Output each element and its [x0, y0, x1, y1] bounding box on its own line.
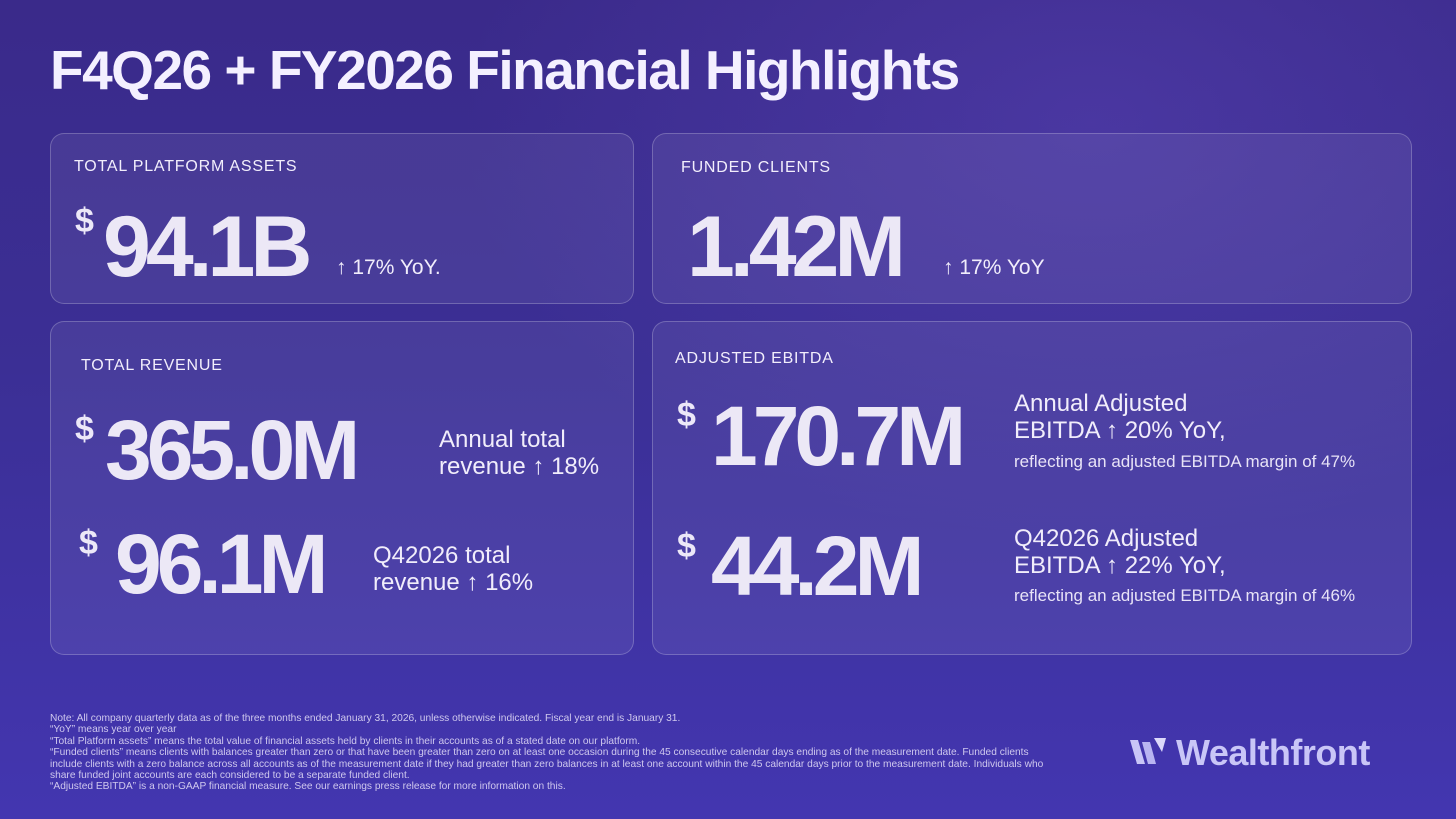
currency-symbol: $ — [75, 202, 94, 240]
footnote: “Total Platform assets” means the total … — [50, 735, 641, 747]
platform-assets-delta: ↑ 17% YoY. — [336, 256, 441, 279]
wealthfront-logo: Wealthfront — [1128, 728, 1370, 778]
adjusted-ebitda-card: ADJUSTED EBITDA $ 170.7M Annual Adjusted… — [652, 321, 1412, 655]
annual-ebitda-description: Annual Adjusted EBITDA ↑ 20% YoY, — [1014, 390, 1226, 444]
currency-symbol: $ — [79, 524, 98, 562]
annual-revenue-value: 365.0M — [105, 403, 360, 497]
quarter-ebitda-value: 44.2M — [711, 519, 924, 613]
total-revenue-card: TOTAL REVENUE $ 365.0M Annual total reve… — [50, 321, 634, 655]
card-label: ADJUSTED EBITDA — [675, 350, 834, 367]
annual-ebitda-margin: reflecting an adjusted EBITDA margin of … — [1014, 452, 1356, 471]
annual-ebitda-value: 170.7M — [711, 389, 966, 483]
desc-line: revenue ↑ 16% — [373, 569, 534, 596]
annual-revenue-description: Annual total revenue ↑ 18% — [439, 426, 599, 480]
quarter-revenue-value: 96.1M — [115, 517, 328, 611]
brand-name: Wealthfront — [1176, 732, 1370, 773]
funded-clients-card: FUNDED CLIENTS 1.42M ↑ 17% YoY — [652, 133, 1412, 304]
total-platform-assets-card: TOTAL PLATFORM ASSETS $ 94.1B ↑ 17% YoY. — [50, 133, 634, 304]
desc-line: EBITDA ↑ 22% YoY, — [1014, 552, 1226, 579]
desc-line: Q42026 Adjusted — [1014, 525, 1199, 552]
card-label: TOTAL PLATFORM ASSETS — [74, 158, 298, 175]
footnote: Note: All company quarterly data as of t… — [50, 713, 681, 724]
footnote: “Funded clients” means clients with bala… — [50, 747, 1044, 782]
currency-symbol: $ — [677, 396, 696, 434]
card-label: TOTAL REVENUE — [81, 357, 223, 374]
footnotes: Note: All company quarterly data as of t… — [50, 713, 1050, 793]
desc-line: Annual total — [439, 426, 566, 453]
desc-line: Annual Adjusted — [1014, 390, 1188, 417]
desc-line: Q42026 total — [373, 542, 511, 569]
desc-line: revenue ↑ 18% — [439, 453, 600, 480]
desc-line: EBITDA ↑ 20% YoY, — [1014, 417, 1226, 444]
quarter-ebitda-description: Q42026 Adjusted EBITDA ↑ 22% YoY, — [1014, 525, 1226, 579]
currency-symbol: $ — [677, 527, 696, 565]
platform-assets-value: 94.1B — [103, 199, 312, 295]
currency-symbol: $ — [75, 410, 94, 448]
funded-clients-delta: ↑ 17% YoY — [943, 256, 1045, 279]
footnote: “Adjusted EBITDA” is a non-GAAP financia… — [50, 781, 566, 793]
card-label: FUNDED CLIENTS — [681, 159, 831, 176]
footnote: “YoY” means year over year — [50, 724, 177, 736]
wealthfront-logo-icon — [1128, 734, 1168, 773]
quarter-revenue-description: Q42026 total revenue ↑ 16% — [373, 542, 533, 596]
page-title: F4Q26 + FY2026 Financial Highlights — [50, 39, 960, 101]
quarter-ebitda-margin: reflecting an adjusted EBITDA margin of … — [1014, 586, 1356, 605]
funded-clients-value: 1.42M — [687, 199, 906, 295]
